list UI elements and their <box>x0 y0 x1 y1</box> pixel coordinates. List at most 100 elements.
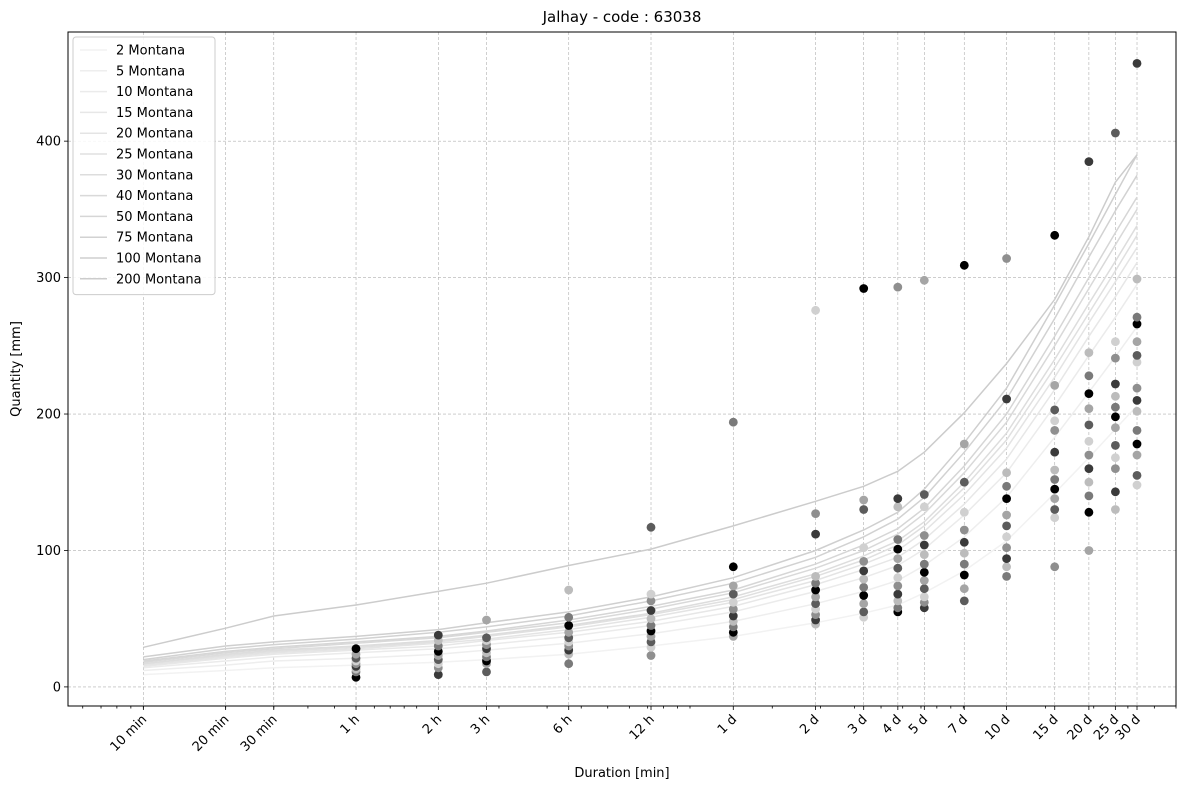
observation-point <box>564 659 574 669</box>
observation-point <box>1132 312 1142 322</box>
legend-entry: 15 Montana <box>116 106 193 121</box>
observation-point <box>1111 379 1120 389</box>
observation-point <box>919 592 929 602</box>
observation-point <box>646 522 656 532</box>
observation-point <box>1002 543 1011 553</box>
observation-point <box>1050 381 1060 390</box>
observation-point <box>919 540 929 550</box>
observation-point <box>1084 450 1094 460</box>
observation-point <box>959 537 969 547</box>
observation-point <box>728 581 738 591</box>
observation-point <box>1132 396 1142 405</box>
observation-point <box>728 611 738 621</box>
observation-point <box>1050 447 1060 457</box>
observation-point <box>1084 389 1094 398</box>
observation-point <box>893 573 903 583</box>
observation-point <box>811 592 820 602</box>
observation-point <box>1050 416 1060 426</box>
observation-point <box>1050 426 1060 435</box>
observation-point <box>959 439 969 449</box>
observation-point <box>1002 532 1011 542</box>
observation-point <box>564 585 574 595</box>
observation-point <box>1111 464 1120 473</box>
observation-point <box>893 535 903 544</box>
observation-point <box>1002 562 1011 572</box>
observation-point <box>919 567 929 577</box>
observation-point <box>482 615 491 625</box>
series-line <box>143 196 1138 662</box>
observation-point <box>646 589 656 599</box>
observation-point <box>859 557 869 566</box>
observation-point <box>859 591 869 600</box>
observation-point <box>893 502 903 512</box>
observation-point <box>564 627 574 637</box>
observation-point <box>893 589 903 599</box>
observation-point <box>859 574 869 584</box>
y-tick-label: 200 <box>36 408 61 423</box>
observation-point <box>959 477 969 487</box>
observation-point <box>433 670 443 679</box>
observation-point <box>1050 405 1060 415</box>
observation-point <box>1132 426 1142 435</box>
observation-point <box>1002 254 1011 263</box>
observation-point <box>1132 337 1142 347</box>
observation-point <box>859 543 869 553</box>
observation-point <box>811 572 820 581</box>
chart-title: Jalhay - code : 63038 <box>542 8 702 26</box>
observation-point <box>811 305 820 315</box>
legend-entry: 30 Montana <box>116 168 193 183</box>
observation-point <box>1084 348 1094 357</box>
observation-point <box>1111 391 1120 401</box>
observation-point <box>1132 439 1142 449</box>
observation-point <box>646 596 656 606</box>
observation-point <box>859 566 869 576</box>
observation-point <box>893 596 903 606</box>
x-axis-label: Duration [min] <box>574 766 669 781</box>
observation-point <box>959 548 969 558</box>
observation-point <box>564 621 574 630</box>
observation-point <box>893 563 903 573</box>
observation-point <box>728 562 738 572</box>
observation-point <box>1002 494 1011 503</box>
observation-point <box>1084 436 1094 446</box>
observation-point <box>1002 510 1011 520</box>
legend-entry: 100 Montana <box>116 252 202 267</box>
legend-entry: 25 Montana <box>116 148 193 163</box>
observation-point <box>1132 319 1142 329</box>
observation-point <box>1002 554 1011 563</box>
observation-point <box>893 554 903 563</box>
observation-point <box>1050 230 1060 240</box>
observation-point <box>1111 423 1120 433</box>
legend-entry: 50 Montana <box>116 210 193 225</box>
observation-point <box>646 651 656 660</box>
observation-point <box>1084 157 1094 167</box>
y-tick-label: 400 <box>36 135 61 150</box>
observation-point <box>1111 487 1120 497</box>
observation-point <box>1111 128 1120 138</box>
observation-point <box>919 584 929 594</box>
observation-point <box>1050 494 1060 503</box>
observation-point <box>1132 274 1142 284</box>
observation-point <box>811 529 820 539</box>
observation-point <box>1132 471 1142 480</box>
observation-point <box>959 507 969 517</box>
observation-point <box>1111 453 1120 463</box>
observation-point <box>646 614 656 624</box>
observation-point <box>859 607 869 617</box>
observation-point <box>1084 464 1094 473</box>
observation-point <box>646 606 656 615</box>
plot-frame <box>67 31 1177 707</box>
observation-point <box>1111 505 1120 514</box>
series-line <box>143 154 1138 658</box>
observation-point <box>1132 351 1142 360</box>
observation-point <box>859 284 869 293</box>
observation-point <box>859 505 869 514</box>
observation-point <box>1002 468 1011 478</box>
observation-point <box>919 531 929 540</box>
observation-point <box>1132 406 1142 416</box>
observation-point <box>351 644 361 654</box>
observation-point <box>919 502 929 512</box>
observation-points <box>351 59 1142 682</box>
observation-point <box>1050 562 1060 572</box>
observation-point <box>811 599 820 609</box>
